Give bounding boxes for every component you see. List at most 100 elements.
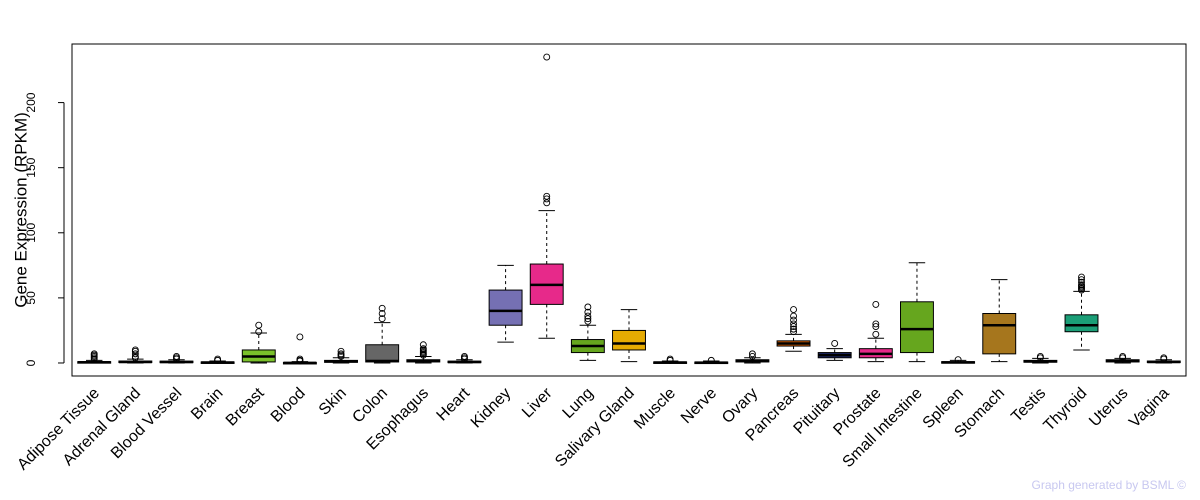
category-label: Brain [188, 385, 226, 423]
box-small-intestine [900, 262, 934, 363]
outlier-point [1078, 281, 1085, 289]
outlier-point [584, 315, 592, 323]
y-tick-label: 50 [24, 291, 38, 305]
box-testis [1023, 353, 1058, 364]
outlier-point [337, 347, 345, 355]
outlier-point [543, 195, 551, 203]
outlier-point [872, 330, 880, 338]
outlier-point [790, 323, 797, 330]
outlier-point [131, 346, 139, 354]
outlier-point [543, 53, 551, 61]
outlier-point [790, 328, 797, 336]
box-pituitary [817, 340, 852, 361]
outlier-point [1160, 354, 1168, 362]
box-adrenal-gland [118, 346, 153, 364]
category-label: Liver [519, 384, 556, 421]
category-label: Lung [560, 385, 597, 422]
box-brain [200, 355, 235, 364]
outlier-point [954, 356, 962, 364]
outlier-point [790, 325, 797, 333]
outlier-point [872, 320, 880, 328]
box-stomach [982, 279, 1017, 363]
outlier-point [790, 312, 797, 320]
outlier-point [461, 353, 468, 360]
outlier-point [584, 317, 592, 325]
outlier-point [214, 355, 222, 363]
outlier-point [255, 328, 263, 336]
box-salivary-gland [612, 309, 646, 363]
box-skin [324, 347, 358, 364]
outlier-point [790, 320, 797, 328]
outlier-point [666, 355, 674, 363]
box-iqr [982, 313, 1017, 355]
box-nerve [694, 356, 729, 365]
outlier-point [1078, 276, 1085, 284]
box-vagina [1146, 354, 1181, 364]
outlier-point [173, 353, 180, 360]
outlier-point [584, 308, 592, 316]
outlier-point [707, 356, 715, 364]
box-iqr [1064, 314, 1099, 333]
box-uterus [1105, 353, 1140, 364]
outlier-point [131, 350, 139, 358]
outlier-point [584, 312, 592, 320]
outlier-point [1078, 273, 1085, 281]
outlier-point [748, 350, 756, 358]
category-label: Thyroid [1041, 385, 1091, 435]
outlier-point [1036, 353, 1044, 360]
box-iqr [900, 301, 934, 354]
outlier-point [790, 306, 797, 314]
box-iqr [612, 329, 646, 351]
outlier-point [90, 350, 98, 358]
box-breast [241, 321, 276, 364]
box-kidney [488, 264, 523, 343]
box-pancreas [776, 306, 811, 352]
outlier-point [378, 310, 386, 317]
outlier-point [584, 303, 592, 311]
box-colon [365, 304, 400, 364]
outlier-point [748, 353, 756, 360]
box-iqr [488, 289, 523, 326]
box-blood-vessel [159, 353, 194, 364]
category-label: Skin [316, 385, 350, 419]
outlier-point [337, 350, 345, 358]
box-blood [282, 333, 317, 365]
plot-frame [71, 43, 1187, 377]
outlier-point [378, 315, 386, 323]
box-prostate [858, 300, 893, 363]
box-thyroid [1064, 273, 1099, 351]
outlier-point [419, 345, 427, 353]
category-label: Nerve [678, 385, 720, 427]
outlier-point [872, 300, 880, 308]
y-tick-label: 100 [24, 222, 38, 242]
category-label: Kidney [468, 385, 515, 432]
category-label: Muscle [631, 385, 679, 433]
outlier-point [872, 323, 880, 330]
outlier-point [543, 199, 551, 207]
category-label: Uterus [1086, 385, 1131, 430]
category-label: Blood [268, 385, 309, 426]
outlier-point [1119, 353, 1127, 360]
y-tick-label: 150 [24, 157, 38, 177]
outlier-point [131, 353, 139, 360]
box-ovary [735, 350, 770, 364]
outlier-point [831, 340, 839, 347]
outlier-point [378, 304, 386, 312]
box-spleen [941, 356, 976, 364]
y-tick-label: 0 [24, 359, 38, 366]
outlier-point [296, 355, 304, 363]
y-axis-label: Gene Expression (RPKM) [11, 112, 30, 308]
outlier-point [296, 333, 304, 341]
category-label: Vagina [1126, 385, 1172, 431]
box-liver [529, 53, 564, 339]
outlier-point [419, 341, 427, 349]
outlier-point [255, 321, 263, 329]
outlier-point [543, 192, 551, 200]
box-esophagus [406, 341, 441, 364]
box-adipose-tissue [77, 350, 112, 364]
outlier-point [1078, 278, 1085, 286]
outlier-point [790, 316, 797, 324]
box-iqr [365, 344, 400, 363]
category-label: Breast [223, 384, 268, 429]
